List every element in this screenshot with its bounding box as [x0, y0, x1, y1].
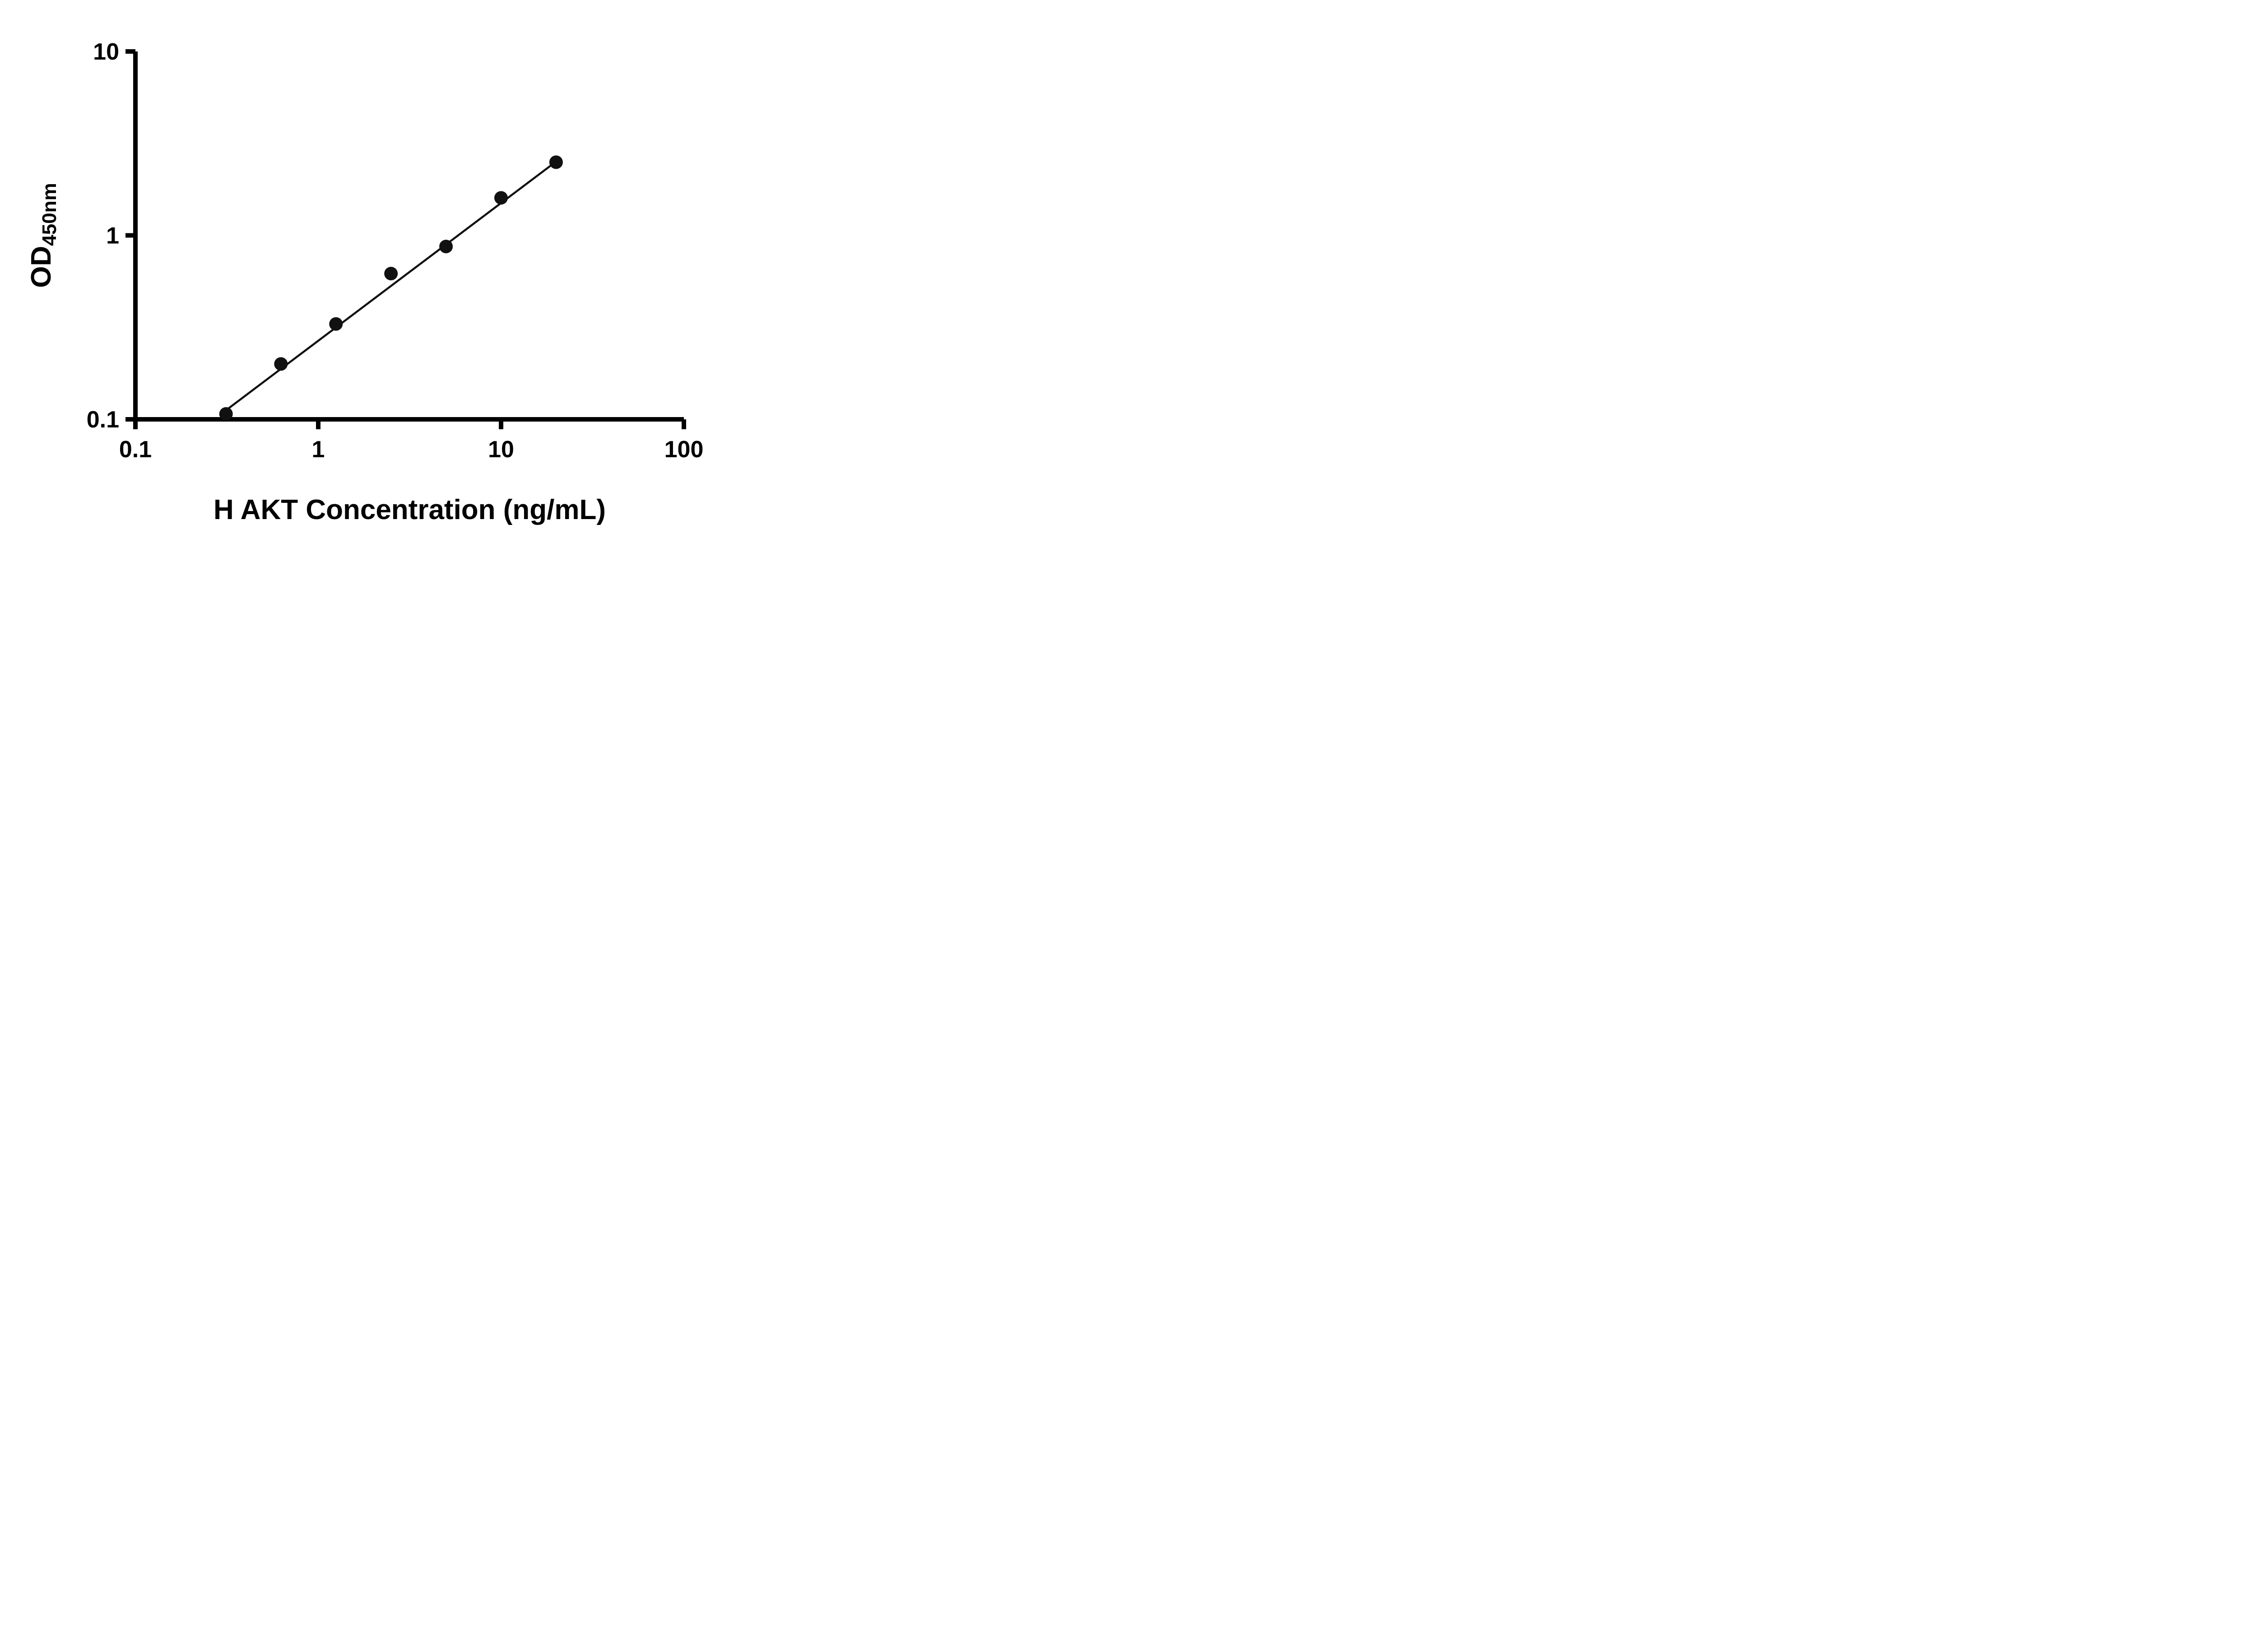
y-tick-label: 10 [93, 39, 119, 65]
data-point [274, 357, 288, 371]
standard-curve-chart: 0.1 1 10 100 0.1 1 10 H AKT Concentration (ng/m… [0, 0, 757, 551]
data-point [384, 267, 398, 281]
chart-canvas: 0.1 1 10 100 0.1 1 10 H AKT Concentration (ng/m… [26, 39, 704, 525]
data-point [219, 407, 233, 421]
x-tick-label: 1 [312, 436, 325, 463]
y-tick-label: 0.1 [87, 407, 119, 433]
data-point [494, 191, 508, 205]
data-point [439, 240, 453, 254]
data-point [549, 155, 563, 169]
x-tick-label: 100 [664, 436, 704, 463]
data-point [329, 317, 343, 331]
x-tick-label: 10 [488, 436, 514, 463]
y-tick-label: 1 [106, 223, 119, 249]
y-axis-title: OD450nm [26, 183, 60, 288]
x-axis-title: H AKT Concentration (ng/mL) [214, 494, 606, 525]
x-tick-label: 0.1 [119, 436, 152, 463]
